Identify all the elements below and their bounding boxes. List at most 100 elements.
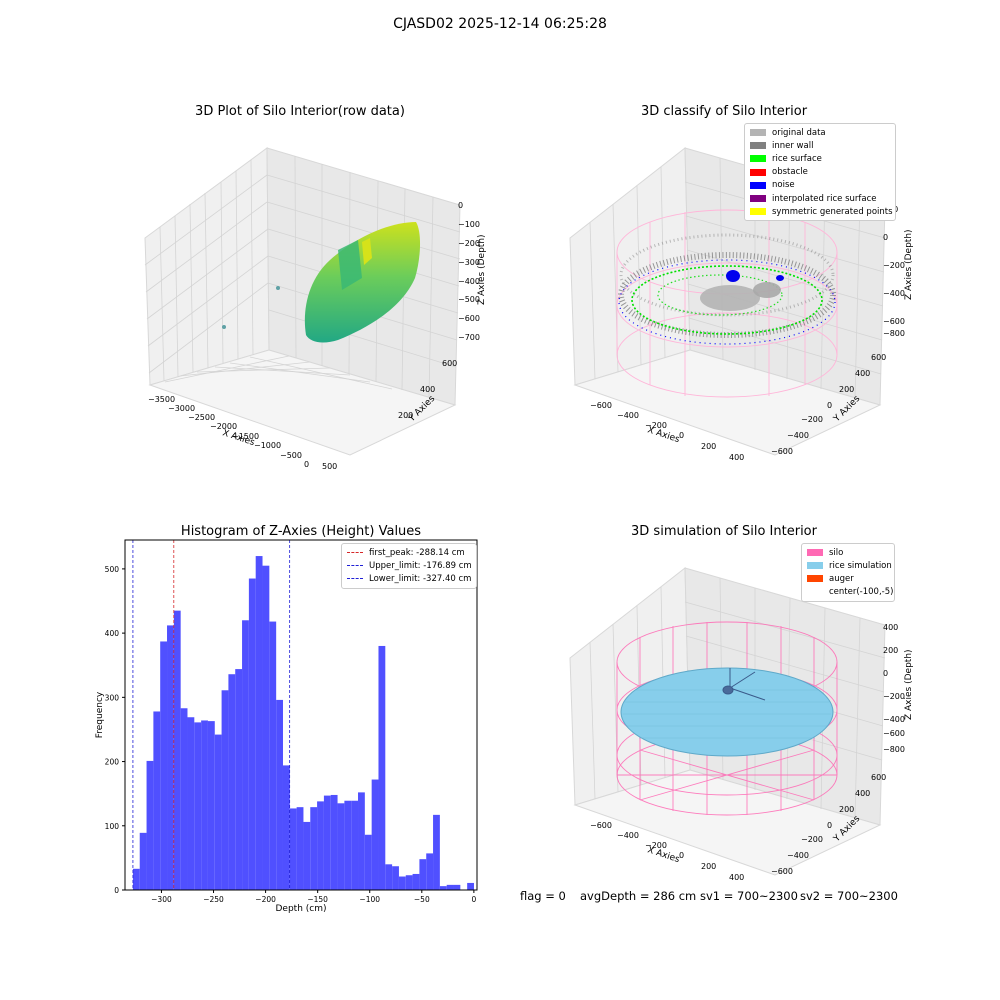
histogram-x-tick-label: −250: [203, 895, 224, 904]
legend-swatch: [750, 155, 766, 163]
figure-title: CJASD02 2025-12-14 06:25:28: [393, 16, 607, 32]
legend-label: noise: [772, 180, 795, 191]
classify-z-tick: −600: [883, 317, 905, 326]
classify-obstacle-cluster: [726, 270, 740, 282]
raw-point-cloud-inner: [338, 240, 362, 290]
raw-x-tick: −3500: [148, 395, 175, 404]
histogram-bar: [337, 803, 345, 890]
legend-line-swatch: [347, 565, 363, 567]
histogram-bar: [467, 882, 474, 890]
raw-y-tick: 400: [420, 385, 435, 394]
raw-x-tick: 0: [304, 460, 309, 469]
legend-item-upper-limit: Upper_limit: -176.89 cm: [347, 559, 472, 572]
raw-z-tick: −100: [458, 220, 480, 229]
classify-panel-title: 3D classify of Silo Interior: [640, 104, 808, 119]
classify-x-tick: 400: [729, 453, 744, 462]
legend-item-auger: auger: [807, 572, 889, 585]
histogram-bar: [262, 565, 270, 890]
legend-swatch: [807, 575, 823, 583]
histogram-x-tick-label: −150: [307, 895, 328, 904]
raw-z-tick: −400: [458, 277, 480, 286]
histogram-y-tick-label: 400: [105, 629, 120, 638]
simulation-z-label: Z Axies (Depth): [904, 649, 914, 720]
raw-pane-left: [144, 147, 270, 386]
histogram-x-tick-label: −200: [255, 895, 276, 904]
classify-y-tick: −400: [787, 431, 809, 440]
classify-inner-wall: [618, 252, 836, 338]
simulation-panel-title: 3D simulation of Silo Interior: [631, 524, 817, 539]
classify-z-tick: 0: [883, 233, 888, 242]
classify-original-data: [700, 285, 760, 311]
simulation-z-tick: 200: [883, 646, 898, 655]
simulation-auger: [722, 668, 766, 701]
legend-label: symmetric generated points: [772, 206, 893, 217]
raw-x-tick: −1500: [232, 432, 259, 441]
legend-swatch: [807, 549, 823, 557]
histogram-bar: [255, 556, 263, 890]
simulation-y-tick: 600: [871, 773, 886, 782]
histogram-x-tick-label: −50: [414, 895, 430, 904]
simulation-z-tick: −600: [883, 729, 905, 738]
legend-swatch: [807, 589, 823, 596]
histogram-bar: [139, 832, 147, 890]
legend-line-swatch: [347, 552, 363, 554]
classify-x-tick: 0: [679, 431, 684, 440]
histogram-bar: [173, 610, 181, 890]
raw-x-tick: −2500: [188, 413, 215, 422]
simulation-legend: silo rice simulation auger center(-100,-…: [801, 543, 895, 602]
histogram-bar: [207, 721, 215, 890]
legend-label: inner wall: [772, 140, 814, 151]
classify-z-tick: −200: [883, 261, 905, 270]
simulation-rice-surface: [620, 667, 834, 757]
legend-swatch: [750, 168, 766, 176]
histogram-bar: [296, 807, 304, 890]
histogram-bar: [180, 708, 188, 890]
classify-legend: original data inner wall rice surface ob…: [744, 123, 896, 222]
histogram-bar: [392, 866, 399, 890]
histogram-bar: [398, 876, 406, 890]
histogram-bar: [276, 699, 283, 890]
histogram-bar: [160, 641, 168, 890]
raw-z-ticks: 0 −100 −200 −300 −400 −500 −600 −700: [458, 201, 480, 342]
raw-panel-title: 3D Plot of Silo Interior(row data): [195, 104, 405, 119]
raw-point-cloud-peak: [362, 238, 372, 265]
simulation-x-tick: 200: [701, 862, 716, 871]
raw-z-tick: −700: [458, 333, 480, 342]
raw-z-tick: 0: [458, 201, 463, 210]
histogram-bars: [132, 556, 474, 890]
histogram-bar: [167, 625, 174, 890]
legend-swatch: [750, 181, 766, 189]
legend-item-center: center(-100,-5): [807, 586, 893, 599]
histogram-y-tick-label: 200: [105, 758, 120, 767]
histogram-bar: [146, 760, 154, 890]
legend-line-swatch: [347, 578, 363, 580]
histogram-bar: [446, 884, 454, 890]
histogram-bar: [214, 734, 222, 890]
simulation-x-tick: 400: [729, 873, 744, 882]
histogram-bar: [351, 800, 359, 890]
histogram-bar: [310, 807, 318, 890]
legend-swatch: [750, 129, 766, 137]
classify-z-tick: −400: [883, 289, 905, 298]
simulation-y-tick: −400: [787, 851, 809, 860]
histogram-bar: [439, 886, 447, 890]
raw-3d-plot: 0 −100 −200 −300 −400 −500 −600 −700 Z A…: [144, 147, 487, 470]
raw-x-ticks: −3500 −3000 −2500 −2000 −1500 −1000 −500…: [148, 395, 337, 470]
histogram-y-tick-label: 0: [114, 886, 119, 895]
histogram-legend: first_peak: -288.14 cm Upper_limit: -176…: [341, 543, 477, 589]
legend-label: Upper_limit: -176.89 cm: [369, 560, 472, 571]
simulation-y-tick: 200: [839, 805, 854, 814]
simulation-y-tick: −200: [801, 835, 823, 844]
simulation-y-tick: 400: [855, 789, 870, 798]
simulation-x-tick: −600: [590, 821, 612, 830]
histogram-chart: −300 −250 −200 −150 −100 −50 0 0 100 200 300 400 50…: [95, 539, 478, 914]
histogram-bar: [364, 834, 372, 890]
simulation-3d-plot: 400 200 0 −200 −400 −600 −800 Z Axies (D…: [569, 566, 914, 882]
raw-y-tick: 200: [398, 411, 413, 420]
status-sv1: sv1 = 700~2300: [700, 889, 798, 903]
raw-x-tick: −2000: [210, 422, 237, 431]
legend-item-first-peak: first_peak: -288.14 cm: [347, 546, 471, 559]
raw-x-tick: −1000: [254, 441, 281, 450]
classify-y-tick: 0: [827, 401, 832, 410]
classify-noise: [618, 259, 836, 345]
